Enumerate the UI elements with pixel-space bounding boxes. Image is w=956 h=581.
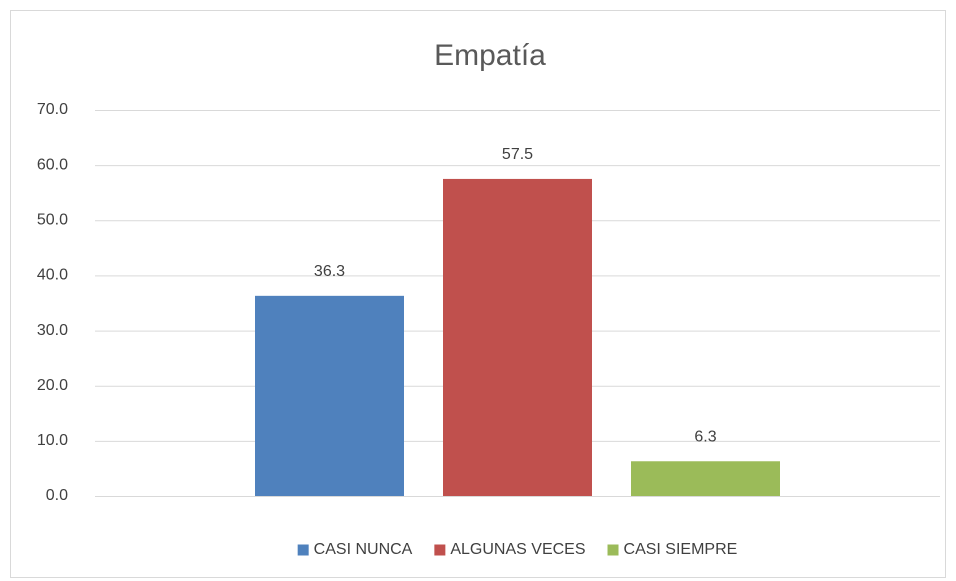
bar [443, 178, 592, 496]
legend-swatch [434, 544, 446, 556]
y-tick-label: 20.0 [37, 377, 68, 394]
y-tick-label: 50.0 [37, 212, 68, 229]
legend-label: CASI NUNCA [314, 541, 413, 558]
y-tick-label: 0.0 [46, 487, 68, 504]
bar [255, 295, 404, 496]
y-tick-label: 70.0 [37, 101, 68, 118]
bar [631, 461, 780, 496]
data-label: 36.3 [314, 263, 345, 280]
chart-title: Empatía [434, 39, 546, 72]
y-tick-label: 60.0 [37, 156, 68, 173]
legend-swatch [607, 544, 619, 556]
y-tick-label: 10.0 [37, 432, 68, 449]
data-label: 6.3 [694, 428, 716, 445]
legend-label: CASI SIEMPRE [624, 541, 738, 558]
y-tick-label: 40.0 [37, 267, 68, 284]
y-tick-label: 30.0 [37, 322, 68, 339]
legend-label: ALGUNAS VECES [450, 541, 585, 558]
legend-swatch [297, 544, 309, 556]
data-label: 57.5 [502, 146, 533, 163]
